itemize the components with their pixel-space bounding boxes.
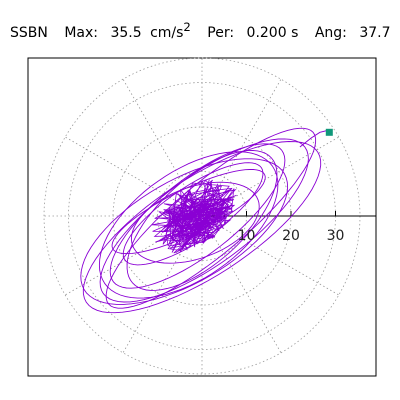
end-point-marker [325, 128, 333, 136]
orbit-loop-7 [111, 169, 266, 255]
orbit-trace [80, 127, 330, 314]
orbit-core-scribble [152, 179, 237, 254]
radial-tick-label-20: 20 [282, 228, 300, 244]
end-marker-group [325, 128, 333, 136]
orbit-loop-9 [130, 181, 260, 264]
max-unit-base: cm/s [150, 24, 184, 41]
radial-tick-label-10: 10 [238, 228, 256, 244]
max-unit-power: 2 [183, 20, 191, 34]
radial-tick-labels: 10 20 30 [238, 211, 345, 244]
ang-value: 37.7 [359, 24, 391, 41]
ang-label: Ang: [314, 24, 347, 41]
per-label: Per: [207, 24, 235, 41]
max-unit: cm/s2 [150, 20, 191, 41]
orbit-loop-10 [98, 151, 279, 299]
max-value: 35.5 [110, 24, 142, 41]
orbit-tail [299, 130, 330, 148]
radial-tick-label-30: 30 [327, 228, 345, 244]
plot-header: SSBN Max: 35.5 cm/s2 Per: 0.200 s Ang: 3… [10, 20, 391, 41]
station-code: SSBN [10, 24, 48, 41]
orbit-loop-5 [80, 158, 289, 305]
per-value: 0.200 s [246, 24, 299, 41]
orbit-loop-1 [122, 162, 264, 266]
orbit-loop-4 [82, 141, 322, 314]
max-label: Max: [64, 24, 98, 41]
orbit-loop-2 [109, 143, 286, 289]
orbit-loop-6 [126, 150, 278, 291]
